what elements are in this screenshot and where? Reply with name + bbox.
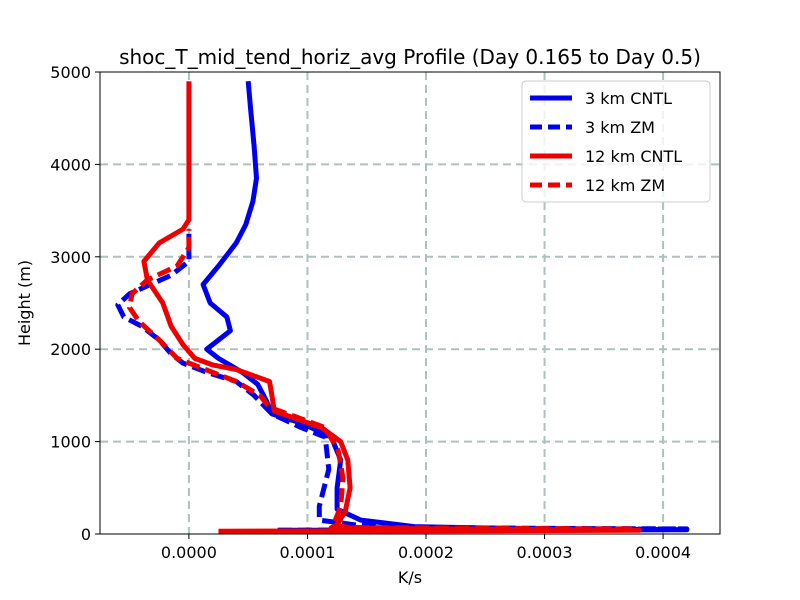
x-tick-label: 0.0004: [635, 543, 691, 562]
y-tick-label: 0: [81, 525, 91, 544]
y-tick-label: 5000: [50, 63, 91, 82]
series-line-12-km-cntl: [141, 81, 642, 534]
x-tick-label: 0.0001: [279, 543, 335, 562]
grid-layer: [100, 72, 720, 534]
y-tick-label: 1000: [50, 433, 91, 452]
legend-label: 3 km CNTL: [585, 89, 672, 108]
legend-frame: [521, 80, 711, 203]
y-axis-ticks: 0 1000 2000 3000 4000 5000: [50, 63, 100, 544]
x-tick-label: 0.0003: [517, 543, 573, 562]
plot-frame: [99, 71, 721, 535]
x-axis-ticks: 0.0000 0.0001 0.0002 0.0003 0.0004: [161, 534, 691, 562]
legend-label: 3 km ZM: [585, 118, 655, 137]
legend-label: 12 km ZM: [585, 176, 665, 195]
legend: 3 km CNTL 3 km ZM 12 km CNTL 12 km ZM: [521, 80, 711, 203]
x-tick-label: 0.0000: [161, 543, 217, 562]
legend-entries: 3 km CNTL 3 km ZM 12 km CNTL 12 km ZM: [530, 89, 682, 195]
chart-title: shoc_T_mid_tend_horiz_avg Profile (Day 0…: [119, 45, 701, 69]
y-axis-label: Height (m): [15, 260, 34, 346]
y-tick-label: 2000: [50, 340, 91, 359]
x-axis-label: K/s: [398, 568, 422, 587]
series-line-3-km-cntl: [200, 80, 690, 533]
y-tick-label: 3000: [50, 248, 91, 267]
series-line-12-km-zm: [127, 229, 636, 534]
legend-label: 12 km CNTL: [585, 147, 682, 166]
y-tick-label: 4000: [50, 155, 91, 174]
x-tick-label: 0.0002: [398, 543, 454, 562]
series-layer: [115, 80, 690, 534]
